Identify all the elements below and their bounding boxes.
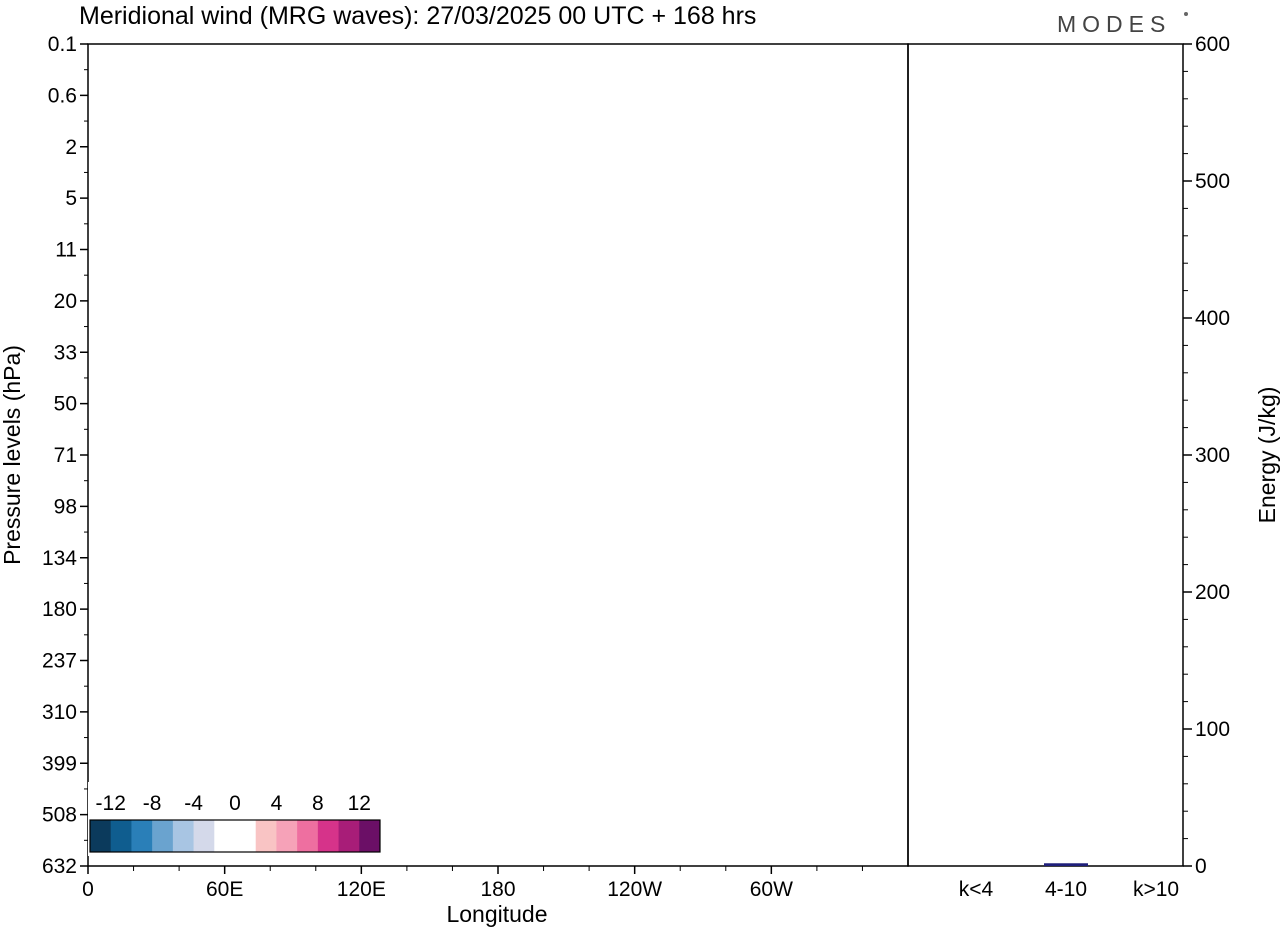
energy-tick-label: 0 <box>1195 855 1207 878</box>
energy-bars <box>1044 863 1088 866</box>
pressure-tick-label: 180 <box>42 598 77 621</box>
colorbar-swatch <box>255 820 277 852</box>
pressure-axis: 0.1 0.6 2 5 11 20 33 50 71 98 134 180 237 310 399 508 63… <box>42 33 88 878</box>
energy-tick-label: 400 <box>1195 307 1230 330</box>
energy-axis: 0 100 200 300 400 500 600 <box>1183 33 1230 878</box>
colorbar-swatch <box>193 820 215 852</box>
pressure-tick-label: 399 <box>42 752 77 775</box>
colorbar-label: 12 <box>348 792 371 815</box>
colorbar-swatch <box>276 820 298 852</box>
colorbar-swatch <box>317 820 340 852</box>
colorbar-swatch <box>359 820 381 852</box>
energy-tick-label: 100 <box>1195 718 1230 741</box>
colorbar-swatch <box>90 820 112 852</box>
colorbar-swatch <box>110 820 132 852</box>
energy-axis-label: Energy (J/kg) <box>1254 387 1280 524</box>
longitude-tick-label: 60W <box>750 878 793 901</box>
colorbar: -12 -8 -4 0 4 8 12 <box>88 782 382 856</box>
colorbar-label: 0 <box>229 792 241 815</box>
wavenumber-label: k>10 <box>1133 878 1179 901</box>
wind-contour <box>865 417 906 698</box>
energy-tick-label: 300 <box>1195 444 1230 467</box>
pressure-tick-label: 98 <box>54 495 77 518</box>
wind-contour <box>253 65 333 126</box>
wind-contour <box>88 65 163 126</box>
wind-contour <box>724 366 764 647</box>
pressure-tick-label: 33 <box>54 341 77 364</box>
wind-contour <box>109 520 149 801</box>
colorbar-swatch <box>297 820 319 852</box>
pressure-tick-label: 237 <box>42 650 77 673</box>
colorbar-label: -12 <box>96 792 126 815</box>
pressure-tick-label: 134 <box>42 547 77 570</box>
colorbar-swatch <box>172 820 195 852</box>
wind-contour <box>227 520 268 801</box>
wind-contour <box>140 469 181 750</box>
wind-contour <box>507 520 548 801</box>
pressure-tick-label: 11 <box>55 239 77 262</box>
pressure-tick-label: 5 <box>65 187 77 210</box>
wind-contour <box>674 116 755 177</box>
colorbar-label: 4 <box>271 792 283 815</box>
longitude-axis: 0 60E 120E 180 120W 60W <box>82 866 863 901</box>
longitude-axis-label: Longitude <box>446 901 547 927</box>
modes-logo: MODES <box>1057 11 1171 37</box>
longitude-tick-label: 120W <box>607 878 662 901</box>
pressure-tick-label: 508 <box>42 804 77 827</box>
colorbar-swatch <box>131 820 153 852</box>
pressure-tick-label: 632 <box>42 855 77 878</box>
longitude-tick-label: 120E <box>337 878 386 901</box>
pressure-tick-label: 50 <box>54 393 77 416</box>
wavenumber-axis: k<4 4-10 k>10 <box>959 878 1179 901</box>
energy-tick-label: 600 <box>1195 33 1230 56</box>
colorbar-label: -8 <box>143 792 162 815</box>
energy-bar <box>1044 863 1088 866</box>
wavenumber-label: 4-10 <box>1045 878 1087 901</box>
pressure-tick-label: 71 <box>54 444 77 467</box>
energy-tick-label: 200 <box>1195 581 1230 604</box>
energy-panel-frame <box>907 43 1184 867</box>
wind-contour <box>88 322 151 383</box>
wind-contour <box>189 44 270 74</box>
pressure-tick-label: 0.1 <box>48 33 77 56</box>
logo-dot-icon <box>1184 12 1188 16</box>
wind-contour <box>184 520 225 801</box>
pressure-tick-label: 0.6 <box>48 84 77 107</box>
longitude-tick-label: 180 <box>480 878 515 901</box>
longitude-tick-label: 0 <box>82 878 94 901</box>
chart-title: Meridional wind (MRG waves): 27/03/2025 … <box>79 2 756 30</box>
pressure-tick-label: 310 <box>42 701 77 724</box>
wind-contour <box>799 44 880 74</box>
pressure-tick-label: 20 <box>54 290 77 313</box>
colorbar-border <box>89 819 381 853</box>
wavenumber-label: k<4 <box>959 878 994 901</box>
colorbar-label: 8 <box>312 792 324 815</box>
wind-contour <box>557 520 598 801</box>
pressure-tick-label: 2 <box>65 136 77 159</box>
energy-tick-label: 500 <box>1195 170 1230 193</box>
colorbar-swatch <box>152 820 174 852</box>
colorbar-swatch <box>214 820 236 852</box>
heatmap-plot <box>88 44 908 866</box>
wind-contour <box>637 520 678 801</box>
colorbar-label: -4 <box>184 792 203 815</box>
wind-contour <box>833 116 908 177</box>
wind-contour <box>640 44 721 74</box>
colorbar-swatch <box>338 820 360 852</box>
pressure-axis-label: Pressure levels (hPa) <box>0 345 25 565</box>
longitude-tick-label: 60E <box>206 878 243 901</box>
colorbar-swatch <box>235 820 257 852</box>
